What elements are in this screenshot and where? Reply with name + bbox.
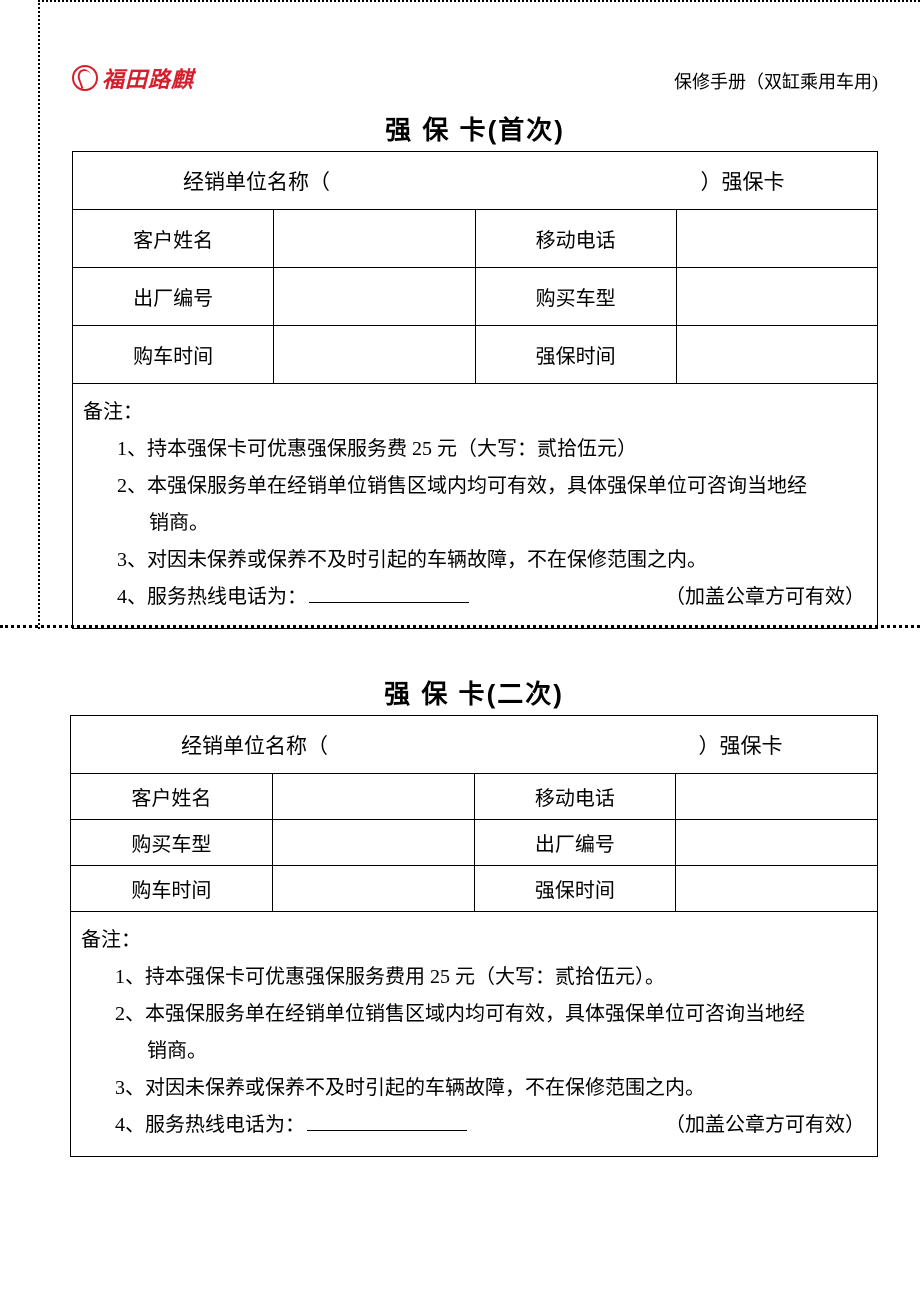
notes-first: 备注： 1、持本强保卡可优惠强保服务费 25 元（大写：贰拾伍元） 2、本强保服…: [73, 384, 878, 629]
notes-second: 备注： 1、持本强保卡可优惠强保服务费用 25 元（大写：贰拾伍元）。 2、本强…: [71, 912, 878, 1157]
dealer-row-2: 经销单位名称（ ）强保卡: [71, 716, 878, 774]
label-phone: 移动电话: [475, 210, 676, 268]
label-serial: 出厂编号: [73, 268, 274, 326]
card-table-first: 经销单位名称（ ）强保卡 客户姓名 移动电话 出厂编号 购买车型 购车时间: [72, 151, 878, 629]
hotline-blank: [309, 583, 469, 603]
value-customer-name-2: [272, 774, 474, 820]
label-service-date-2: 强保时间: [474, 866, 676, 912]
label-service-date: 强保时间: [475, 326, 676, 384]
value-model-2: [272, 820, 474, 866]
dealer-row: 经销单位名称（ ）强保卡: [73, 152, 878, 210]
label-phone-2: 移动电话: [474, 774, 676, 820]
card-title-first: 强 保 卡(首次): [72, 110, 878, 147]
card-title-second: 强 保 卡(二次): [70, 674, 878, 711]
value-phone-2: [676, 774, 878, 820]
cut-line: [0, 625, 920, 628]
page-header: 福田路麒 保修手册（双缸乘用车用): [72, 62, 878, 94]
card-second: 强 保 卡(二次) 经销单位名称（ ）强保卡 客户姓名 移动电话: [38, 640, 920, 1157]
label-buy-date-2: 购车时间: [71, 866, 273, 912]
label-customer-name: 客户姓名: [73, 210, 274, 268]
value-phone: [676, 210, 877, 268]
value-customer-name: [274, 210, 475, 268]
brand-name: 福田路麒: [102, 62, 194, 94]
label-buy-date: 购车时间: [73, 326, 274, 384]
logo-icon: [72, 65, 98, 91]
label-serial-2: 出厂编号: [474, 820, 676, 866]
card-table-second: 经销单位名称（ ）强保卡 客户姓名 移动电话 购买车型 出厂编号 购车时间: [70, 715, 878, 1157]
seal-note: （加盖公章方可有效）: [665, 579, 865, 616]
label-model-2: 购买车型: [71, 820, 273, 866]
value-service-date: [676, 326, 877, 384]
value-model: [676, 268, 877, 326]
seal-note-2: （加盖公章方可有效）: [665, 1107, 865, 1144]
brand-logo: 福田路麒: [72, 62, 194, 94]
value-service-date-2: [676, 866, 878, 912]
value-buy-date: [274, 326, 475, 384]
doc-title: 保修手册（双缸乘用车用): [674, 68, 878, 94]
label-customer-name-2: 客户姓名: [71, 774, 273, 820]
hotline-blank-2: [307, 1111, 467, 1131]
value-serial: [274, 268, 475, 326]
value-serial-2: [676, 820, 878, 866]
value-buy-date-2: [272, 866, 474, 912]
label-model: 购买车型: [475, 268, 676, 326]
card-first: 福田路麒 保修手册（双缸乘用车用) 强 保 卡(首次) 经销单位名称（ ）强保卡…: [38, 0, 920, 629]
